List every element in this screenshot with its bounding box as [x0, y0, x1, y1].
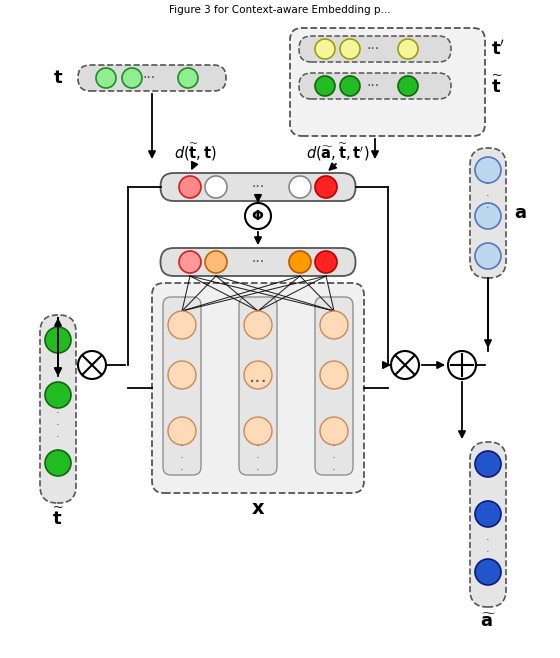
Text: ·
·
·: · · ·	[180, 442, 184, 474]
Circle shape	[45, 382, 71, 408]
Text: $\widetilde{\mathbf{a}}$: $\widetilde{\mathbf{a}}$	[480, 613, 496, 631]
Circle shape	[315, 39, 335, 59]
Text: ·
·
·: · · ·	[486, 180, 490, 213]
Circle shape	[244, 417, 272, 445]
Text: ···: ···	[366, 79, 380, 93]
Text: $\widetilde{\mathbf{t}}$: $\widetilde{\mathbf{t}}$	[52, 507, 64, 528]
Text: ·
·
·: · · ·	[332, 442, 336, 474]
FancyBboxPatch shape	[163, 297, 201, 475]
Text: $d(\widetilde{\mathbf{t}}, \mathbf{t})$: $d(\widetilde{\mathbf{t}}, \mathbf{t})$	[174, 141, 216, 163]
Circle shape	[205, 251, 227, 273]
Text: $\mathbf{x}$: $\mathbf{x}$	[251, 499, 265, 519]
Circle shape	[179, 176, 201, 198]
Circle shape	[315, 251, 337, 273]
Circle shape	[289, 251, 311, 273]
Circle shape	[245, 203, 271, 229]
FancyBboxPatch shape	[161, 248, 356, 276]
Circle shape	[244, 311, 272, 339]
Text: ·
·
·: · · ·	[56, 409, 60, 442]
Circle shape	[320, 361, 348, 389]
Text: ···: ···	[142, 71, 156, 85]
Text: $\widetilde{\mathbf{t}}$: $\widetilde{\mathbf{t}}$	[491, 76, 503, 97]
Circle shape	[78, 351, 106, 379]
FancyBboxPatch shape	[161, 173, 356, 201]
Circle shape	[179, 251, 201, 273]
Circle shape	[398, 39, 418, 59]
Circle shape	[398, 76, 418, 96]
Circle shape	[475, 157, 501, 183]
FancyBboxPatch shape	[239, 297, 277, 475]
Circle shape	[205, 176, 227, 198]
Text: Figure 3 for Context-aware Embedding p...: Figure 3 for Context-aware Embedding p..…	[169, 5, 391, 15]
Circle shape	[45, 327, 71, 353]
FancyBboxPatch shape	[40, 315, 76, 503]
Circle shape	[320, 417, 348, 445]
Circle shape	[168, 311, 196, 339]
Circle shape	[315, 176, 337, 198]
FancyBboxPatch shape	[315, 297, 353, 475]
Circle shape	[178, 68, 198, 88]
Circle shape	[244, 361, 272, 389]
Text: $\mathbf{\Phi}$: $\mathbf{\Phi}$	[251, 209, 264, 223]
Circle shape	[475, 501, 501, 527]
FancyBboxPatch shape	[290, 28, 485, 136]
Text: $\mathbf{t}$: $\mathbf{t}$	[53, 69, 63, 87]
Circle shape	[289, 176, 311, 198]
Circle shape	[475, 451, 501, 477]
Circle shape	[320, 311, 348, 339]
Circle shape	[340, 76, 360, 96]
Circle shape	[122, 68, 142, 88]
FancyBboxPatch shape	[470, 148, 506, 278]
Text: ···: ···	[251, 255, 264, 269]
Circle shape	[391, 351, 419, 379]
Text: ···: ···	[366, 42, 380, 56]
FancyBboxPatch shape	[299, 73, 451, 99]
Text: $\mathbf{a}$: $\mathbf{a}$	[514, 204, 526, 222]
Text: ···: ···	[249, 374, 267, 393]
Circle shape	[475, 559, 501, 585]
Text: ·
·
·: · · ·	[256, 442, 260, 474]
FancyBboxPatch shape	[78, 65, 226, 91]
Circle shape	[168, 361, 196, 389]
Circle shape	[168, 417, 196, 445]
Circle shape	[45, 450, 71, 476]
Circle shape	[340, 39, 360, 59]
FancyBboxPatch shape	[299, 36, 451, 62]
Text: $\mathbf{t'}$: $\mathbf{t'}$	[491, 39, 505, 59]
Circle shape	[315, 76, 335, 96]
Circle shape	[448, 351, 476, 379]
Circle shape	[96, 68, 116, 88]
Text: $d(\widetilde{\mathbf{a}}, \widetilde{\mathbf{t}}, \mathbf{t}^{\prime})$: $d(\widetilde{\mathbf{a}}, \widetilde{\m…	[306, 141, 370, 163]
Circle shape	[475, 203, 501, 229]
FancyBboxPatch shape	[470, 442, 506, 607]
Circle shape	[475, 243, 501, 269]
Text: ···: ···	[251, 180, 264, 194]
Text: ·
·
·: · · ·	[486, 523, 490, 557]
FancyBboxPatch shape	[152, 283, 364, 493]
